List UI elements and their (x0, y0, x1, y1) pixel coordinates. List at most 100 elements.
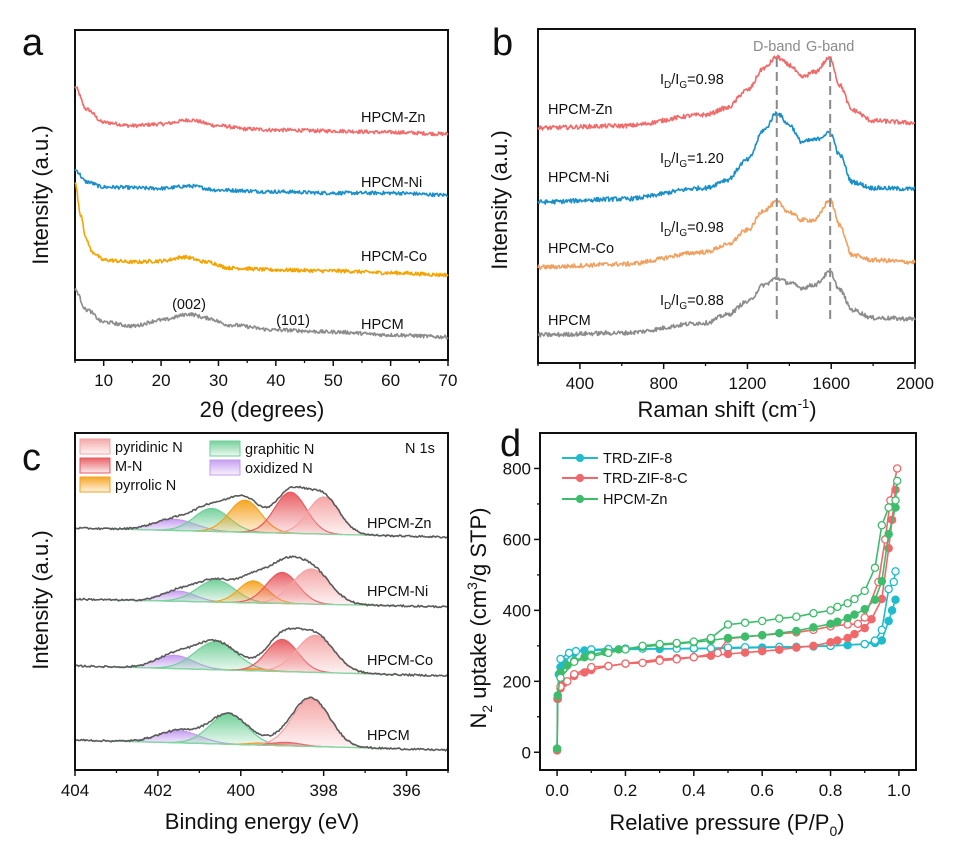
legend-label: pyridinic N (115, 440, 183, 456)
desorption-point (826, 606, 835, 615)
raman-id-ig-ratio-hpcm-zn: ID/IG=0.98 (660, 72, 724, 91)
adsorption-point (552, 744, 562, 753)
adsorption-point (740, 648, 750, 657)
raman-label-hpcm-ni: HPCM-Ni (548, 170, 609, 186)
desorption-point (563, 677, 572, 686)
xrd-curve-hpcm-co (74, 182, 449, 278)
ratio-sep: /I (671, 220, 679, 236)
adsorption-point (887, 606, 897, 615)
xrd-label-hpcm-co: HPCM-Co (361, 249, 427, 265)
adsorption-point (870, 595, 880, 604)
ratio-value: =0.98 (687, 72, 724, 88)
raman-curve-hpcm-ni (537, 111, 916, 205)
legend-label: pyrrolic N (115, 478, 176, 494)
desorption-point (587, 652, 596, 661)
ratio-sub-g: G (679, 228, 687, 239)
ratio-value: =0.88 (687, 293, 724, 309)
desorption-point (587, 662, 596, 672)
xrd-x-tick-label: 20 (152, 371, 171, 390)
xrd-x-tick-label: 40 (266, 371, 285, 390)
desorption-point (833, 602, 842, 612)
desorption-point (655, 656, 664, 665)
desorption-point (556, 673, 565, 683)
xps-envelope (74, 627, 449, 678)
xrd-label-hpcm: HPCM (361, 317, 404, 333)
xrd-x-tick-label: 10 (94, 371, 113, 390)
adsorption-point (877, 636, 887, 645)
adsorption-point (843, 633, 852, 643)
adsorption-point (860, 605, 869, 614)
xrd-plot-frame (74, 29, 449, 361)
raman-curve-hpcm-co (537, 197, 916, 270)
desorption-point (689, 652, 699, 662)
xps-baseline (108, 599, 399, 607)
raman-label-hpcm-co: HPCM-Co (548, 241, 614, 257)
xrd-x-tick-label: 70 (439, 371, 458, 390)
desorption-point (891, 567, 900, 576)
isotherm-x-tick-label: 1.0 (887, 781, 911, 800)
raman-y-axis-title: Intensity (a.u.) (487, 130, 512, 269)
adsorption-point (891, 503, 900, 512)
desorption-point (884, 503, 893, 512)
legend-marker-trd-zif-8 (575, 453, 585, 463)
legend-swatch-graphitic-n (209, 440, 241, 457)
desorption-point (809, 608, 818, 618)
ratio-sub-d: D (664, 159, 671, 170)
xps-baseline (108, 666, 399, 676)
raman-id-ig-ratio-hpcm-co: ID/IG=0.98 (660, 220, 724, 239)
raman-id-ig-ratio-hpcm: ID/IG=0.88 (660, 293, 724, 312)
isotherm-y-tick-label: 800 (503, 459, 531, 478)
panel-label-d: d (500, 423, 521, 465)
desorption-point (723, 620, 733, 629)
adsorption-point (884, 529, 893, 539)
xrd-peak-101: (101) (276, 313, 310, 329)
raman-x-tick-label: 1600 (812, 374, 850, 393)
xps-x-axis-title: Binding energy (eV) (165, 809, 359, 834)
xps-baseline (108, 528, 399, 537)
adsorption-point (867, 614, 876, 624)
isotherm-y-tick-label: 600 (503, 530, 531, 549)
ratio-value: =0.98 (687, 220, 724, 236)
ratio-symbol: I (660, 220, 664, 236)
raman-x-tick-label: 800 (649, 374, 677, 393)
legend-swatch-m-n (79, 457, 111, 474)
legend-label-trd-zif-8: TRD-ZIF-8 (603, 451, 672, 467)
adsorption-point (860, 623, 869, 633)
adsorption-point (809, 623, 818, 632)
xrd-curve-hpcm-zn (74, 86, 449, 137)
xps-envelope (74, 485, 449, 539)
xps-x-tick-label: 400 (227, 781, 255, 800)
legend-label: graphitic N (245, 442, 314, 458)
ratio-sub-g: G (679, 159, 687, 170)
raman-g-band-label: G-band (806, 39, 854, 55)
xps-label-hpcm: HPCM (367, 728, 410, 744)
ratio-sep: /I (671, 151, 679, 167)
xrd-curve-hpcm (74, 288, 449, 340)
desorption-point (884, 584, 893, 594)
raman-x-tick-label: 2000 (896, 374, 934, 393)
ratio-sep: /I (671, 293, 679, 309)
legend-label-trd-zif-8-c: TRD-ZIF-8-C (603, 471, 688, 487)
xps-x-tick-label: 396 (392, 781, 420, 800)
adsorption-point (792, 626, 801, 636)
desorption-point (638, 641, 647, 651)
desorption-point (860, 639, 869, 649)
legend-label-hpcm-zn: HPCM-Zn (603, 492, 667, 508)
raman-label-hpcm: HPCM (548, 313, 591, 329)
desorption-point (891, 496, 900, 505)
legend-swatch-oxidized-n (209, 459, 241, 476)
adsorption-point (833, 617, 842, 626)
legend-swatch-pyrrolic-n (79, 476, 111, 493)
desorption-point (892, 476, 902, 486)
raman-label-hpcm-zn: HPCM-Zn (548, 102, 612, 118)
desorption-point (877, 520, 887, 530)
desorption-point (564, 648, 574, 658)
xrd-y-axis-title: Intensity (a.u.) (28, 125, 53, 264)
desorption-point (775, 614, 784, 623)
desorption-point (870, 563, 880, 573)
xrd-curve-hpcm-ni (74, 168, 449, 198)
raman-x-axis-title: Raman shift (cm-1) (637, 396, 816, 422)
desorption-point (672, 638, 681, 648)
desorption-point (860, 613, 869, 622)
